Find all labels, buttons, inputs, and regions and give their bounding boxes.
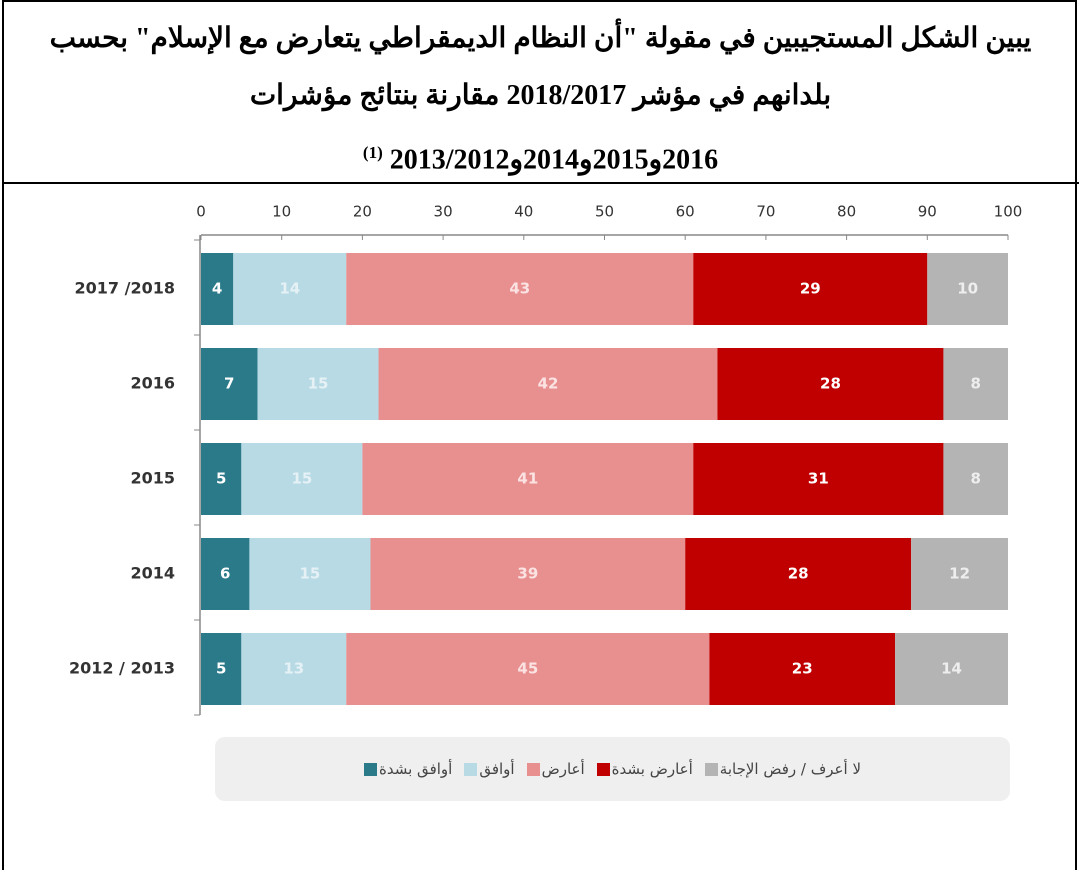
legend-swatch — [464, 762, 478, 776]
legend-item: أعارض بشدة — [596, 760, 693, 778]
data-label: 10 — [957, 280, 978, 298]
legend-label: أوافق بشدة — [379, 760, 453, 778]
bar-segment — [693, 253, 928, 325]
data-label: 4 — [212, 280, 222, 298]
bar-segment — [895, 633, 1008, 705]
x-tick-label: 0 — [196, 203, 206, 221]
data-label: 15 — [308, 375, 329, 393]
data-label: 31 — [808, 470, 829, 488]
title-note: (1) — [362, 143, 383, 162]
bar-segment — [233, 253, 347, 325]
x-tick-label: 90 — [918, 203, 937, 221]
bar-segment — [201, 633, 242, 705]
separator — [2, 182, 1079, 184]
legend-swatch — [364, 762, 377, 776]
x-tick-label: 40 — [514, 203, 533, 221]
bar-segment — [693, 443, 944, 515]
bar-segment — [201, 253, 234, 325]
bar-segment — [201, 443, 242, 515]
legend-item: لا أعرف / رفض الإجابة — [704, 760, 861, 778]
x-tick-label: 30 — [434, 203, 453, 221]
bar-segment — [370, 538, 686, 610]
data-label: 7 — [224, 375, 234, 393]
data-label: 5 — [216, 470, 226, 488]
data-label: 8 — [971, 470, 981, 488]
bar-segment — [346, 253, 694, 325]
data-label: 28 — [788, 565, 809, 583]
legend-label: أوافق — [479, 760, 515, 778]
title: يبين الشكل المستجيبين في مقولة "أن النظا… — [10, 10, 1071, 188]
data-label: 45 — [517, 660, 538, 678]
bar-segment — [717, 348, 944, 420]
bar-segment — [241, 633, 347, 705]
data-label: 41 — [517, 470, 538, 488]
legend-label: أعارض بشدة — [611, 760, 693, 778]
legend-swatch — [596, 762, 610, 776]
data-label: 14 — [279, 280, 300, 298]
data-label: 5 — [216, 660, 226, 678]
bar-segment — [709, 633, 896, 705]
y-tick-label: 2016 — [130, 374, 175, 393]
data-label: 28 — [820, 375, 841, 393]
bar-segment — [346, 633, 710, 705]
data-label: 39 — [517, 565, 538, 583]
x-tick-label: 70 — [756, 203, 775, 221]
data-label: 6 — [220, 565, 230, 583]
x-tick-label: 100 — [994, 203, 1023, 221]
data-label: 14 — [941, 660, 962, 678]
x-tick-label: 10 — [272, 203, 291, 221]
data-label: 42 — [538, 375, 559, 393]
y-tick-label: 2014 — [130, 564, 175, 583]
x-tick-label: 80 — [837, 203, 856, 221]
legend-swatch — [526, 762, 540, 776]
bar-segment — [257, 348, 379, 420]
bar-segment — [362, 443, 694, 515]
bar-segment — [249, 538, 371, 610]
legend-label: لا أعرف / رفض الإجابة — [719, 760, 861, 778]
data-label: 12 — [949, 565, 970, 583]
bar-segment — [378, 348, 718, 420]
legend-label: أعارض — [541, 760, 585, 778]
data-label: 29 — [800, 280, 821, 298]
legend-item: أعارض — [526, 760, 585, 778]
bar-segment — [201, 348, 258, 420]
data-label: 43 — [509, 280, 530, 298]
legend: أوافق بشدة أوافق أعارض أعارض بشدة لا أعرف / … — [215, 737, 1010, 801]
title-line: بلدانهم في مؤشر 2018/2017 مقارنة بنتائج … — [249, 80, 832, 111]
bar-segment — [943, 443, 1008, 515]
x-tick-label: 20 — [353, 203, 372, 221]
x-tick-label: 60 — [676, 203, 695, 221]
legend-item: أوافق بشدة — [364, 760, 452, 778]
bar-segment — [685, 538, 912, 610]
data-label: 23 — [792, 660, 813, 678]
data-label: 13 — [283, 660, 304, 678]
legend-swatch — [704, 762, 718, 776]
legend-item: أوافق — [464, 760, 515, 778]
bar-segment — [943, 348, 1008, 420]
bar-segment — [241, 443, 363, 515]
data-label: 15 — [291, 470, 312, 488]
x-tick-label: 50 — [595, 203, 614, 221]
bar-segment — [911, 538, 1008, 610]
title-text: 2016و2015و2014و2013/2012 — [389, 144, 719, 176]
y-tick-label: 2015 — [130, 469, 175, 488]
bar-segment — [927, 253, 1008, 325]
title-line: يبين الشكل المستجيبين في مقولة "أن النظا… — [49, 23, 1032, 54]
data-label: 8 — [971, 375, 981, 393]
bar-segment — [201, 538, 250, 610]
title-line: 2016و2015و2014و2013/2012 (1) — [10, 124, 1071, 188]
data-label: 15 — [300, 565, 321, 583]
y-tick-label: 2017 /2018 — [75, 279, 175, 298]
y-tick-label: 2012 / 2013 — [69, 659, 175, 678]
